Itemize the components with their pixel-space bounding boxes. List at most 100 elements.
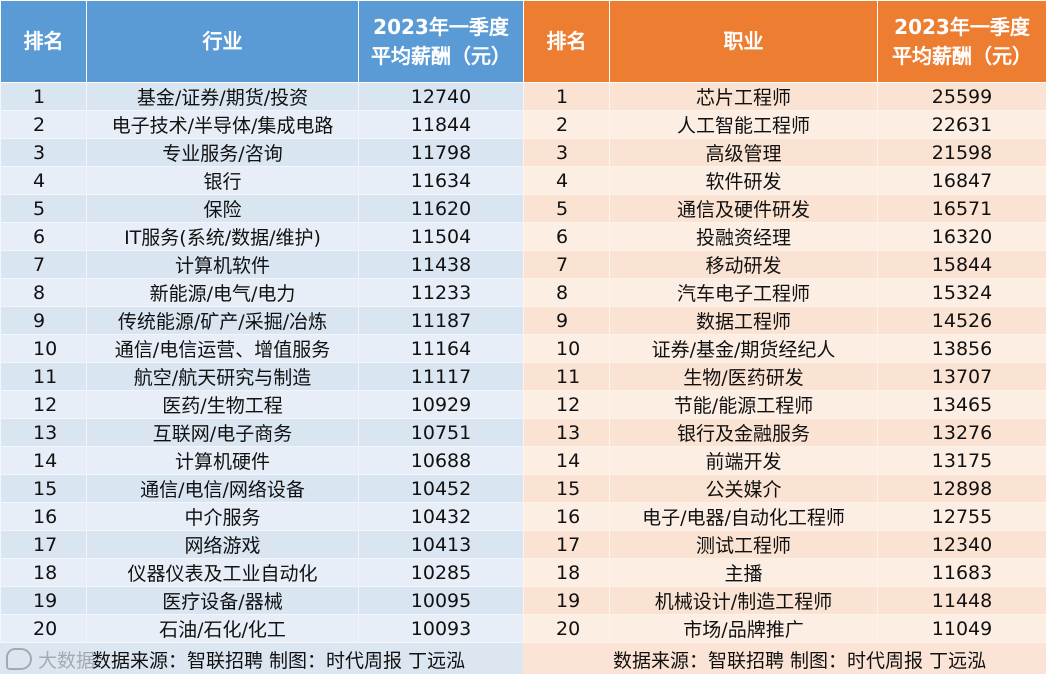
industry-cell-salary: 11634 xyxy=(358,166,524,195)
occupation-cell-name: 测试工程师 xyxy=(609,530,878,559)
occupation-cell-salary: 16320 xyxy=(877,222,1046,251)
industry-cell-salary: 11844 xyxy=(358,110,524,139)
industry-table-body: 1 基金/证券/期货/投资 12740 2 电子技术/半导体/集成电路 11844 3 专业服… xyxy=(0,82,524,643)
industry-cell-rank: 11 xyxy=(0,362,87,391)
industry-table-row: 3 专业服务/咨询 11798 xyxy=(0,138,524,167)
occupation-cell-salary: 13276 xyxy=(877,418,1046,447)
occupation-header-name: 职业 xyxy=(609,0,878,83)
industry-cell-name: 基金/证券/期货/投资 xyxy=(86,82,359,111)
industry-cell-name: 仪器仪表及工业自动化 xyxy=(86,558,359,587)
occupation-cell-name: 数据工程师 xyxy=(609,306,878,335)
occupation-table-row: 2 人工智能工程师 22631 xyxy=(523,110,1046,139)
occupation-cell-salary: 15844 xyxy=(877,250,1046,279)
industry-cell-rank: 14 xyxy=(0,446,87,475)
industry-table-row: 19 医疗设备/器械 10095 xyxy=(0,586,524,615)
occupation-cell-salary: 25599 xyxy=(877,82,1046,111)
industry-cell-salary: 11798 xyxy=(358,138,524,167)
industry-cell-salary: 10413 xyxy=(358,530,524,559)
industry-table-row: 20 石油/石化/化工 10093 xyxy=(0,614,524,643)
occupation-header-row: 排名 职业 2023年一季度 平均薪酬（元） xyxy=(523,0,1046,83)
industry-cell-salary: 10688 xyxy=(358,446,524,475)
occupation-cell-salary: 11683 xyxy=(877,558,1046,587)
occupation-header-salary: 2023年一季度 平均薪酬（元） xyxy=(877,0,1046,83)
industry-cell-name: 传统能源/矿产/采掘/冶炼 xyxy=(86,306,359,335)
occupation-table-row: 3 高级管理 21598 xyxy=(523,138,1046,167)
occupation-table-row: 17 测试工程师 12340 xyxy=(523,530,1046,559)
industry-cell-rank: 12 xyxy=(0,390,87,419)
industry-cell-salary: 11187 xyxy=(358,306,524,335)
industry-cell-name: 保险 xyxy=(86,194,359,223)
occupation-table-row: 4 软件研发 16847 xyxy=(523,166,1046,195)
occupation-cell-rank: 14 xyxy=(523,446,610,475)
industry-cell-salary: 11504 xyxy=(358,222,524,251)
occupation-cell-salary: 13175 xyxy=(877,446,1046,475)
industry-cell-rank: 13 xyxy=(0,418,87,447)
industry-cell-rank: 6 xyxy=(0,222,87,251)
industry-table-row: 11 航空/航天研究与制造 11117 xyxy=(0,362,524,391)
industry-table-row: 15 通信/电信/网络设备 10452 xyxy=(0,474,524,503)
industry-table-row: 7 计算机软件 11438 xyxy=(0,250,524,279)
industry-source-note: 数据来源：智联招聘 制图：时代周报 丁远泓 xyxy=(92,650,466,672)
occupation-table-row: 19 机械设计/制造工程师 11448 xyxy=(523,586,1046,615)
occupation-cell-name: 证券/基金/期货经纪人 xyxy=(609,334,878,363)
occupation-cell-salary: 12755 xyxy=(877,502,1046,531)
occupation-cell-name: 汽车电子工程师 xyxy=(609,278,878,307)
industry-table-row: 5 保险 11620 xyxy=(0,194,524,223)
industry-cell-rank: 16 xyxy=(0,502,87,531)
occupation-cell-name: 机械设计/制造工程师 xyxy=(609,586,878,615)
occupation-table-row: 10 证券/基金/期货经纪人 13856 xyxy=(523,334,1046,363)
occupation-cell-name: 软件研发 xyxy=(609,166,878,195)
industry-cell-salary: 10452 xyxy=(358,474,524,503)
industry-cell-salary: 11164 xyxy=(358,334,524,363)
industry-header-salary: 2023年一季度 平均薪酬（元） xyxy=(358,0,524,83)
industry-cell-name: 计算机软件 xyxy=(86,250,359,279)
occupation-cell-rank: 19 xyxy=(523,586,610,615)
industry-cell-name: 计算机硬件 xyxy=(86,446,359,475)
occupation-cell-name: 主播 xyxy=(609,558,878,587)
occupation-table-row: 16 电子/电器/自动化工程师 12755 xyxy=(523,502,1046,531)
occupation-cell-name: 前端开发 xyxy=(609,446,878,475)
occupation-cell-salary: 14526 xyxy=(877,306,1046,335)
industry-table-row: 18 仪器仪表及工业自动化 10285 xyxy=(0,558,524,587)
industry-table-row: 14 计算机硬件 10688 xyxy=(0,446,524,475)
industry-cell-name: 石油/石化/化工 xyxy=(86,614,359,643)
industry-table-row: 9 传统能源/矿产/采掘/冶炼 11187 xyxy=(0,306,524,335)
industry-header-name: 行业 xyxy=(86,0,359,83)
industry-cell-name: 通信/电信运营、增值服务 xyxy=(86,334,359,363)
industry-cell-salary: 10751 xyxy=(358,418,524,447)
occupation-cell-name: 生物/医药研发 xyxy=(609,362,878,391)
industry-cell-name: 通信/电信/网络设备 xyxy=(86,474,359,503)
industry-header-salary-line2: 平均薪酬（元） xyxy=(371,43,511,68)
industry-cell-rank: 7 xyxy=(0,250,87,279)
industry-cell-name: IT服务(系统/数据/维护) xyxy=(86,222,359,251)
occupation-cell-salary: 21598 xyxy=(877,138,1046,167)
industry-table-row: 2 电子技术/半导体/集成电路 11844 xyxy=(0,110,524,139)
occupation-cell-salary: 13856 xyxy=(877,334,1046,363)
occupation-cell-rank: 1 xyxy=(523,82,610,111)
occupation-cell-rank: 13 xyxy=(523,418,610,447)
industry-cell-salary: 11233 xyxy=(358,278,524,307)
industry-table-row: 8 新能源/电气/电力 11233 xyxy=(0,278,524,307)
occupation-cell-salary: 15324 xyxy=(877,278,1046,307)
occupation-table-row: 20 市场/品牌推广 11049 xyxy=(523,614,1046,643)
industry-cell-rank: 8 xyxy=(0,278,87,307)
industry-cell-name: 互联网/电子商务 xyxy=(86,418,359,447)
occupation-cell-salary: 11049 xyxy=(877,614,1046,643)
occupation-cell-salary: 16571 xyxy=(877,194,1046,223)
occupation-header-salary-line1: 2023年一季度 xyxy=(894,14,1030,39)
industry-cell-name: 医药/生物工程 xyxy=(86,390,359,419)
industry-cell-name: 银行 xyxy=(86,166,359,195)
industry-cell-salary: 10929 xyxy=(358,390,524,419)
industry-table-row: 12 医药/生物工程 10929 xyxy=(0,390,524,419)
occupation-table-row: 8 汽车电子工程师 15324 xyxy=(523,278,1046,307)
occupation-table-row: 6 投融资经理 16320 xyxy=(523,222,1046,251)
industry-cell-rank: 18 xyxy=(0,558,87,587)
occupation-table-row: 11 生物/医药研发 13707 xyxy=(523,362,1046,391)
occupation-cell-name: 投融资经理 xyxy=(609,222,878,251)
industry-header-row: 排名 行业 2023年一季度 平均薪酬（元） xyxy=(0,0,524,83)
industry-cell-rank: 20 xyxy=(0,614,87,643)
industry-cell-salary: 11438 xyxy=(358,250,524,279)
occupation-table-row: 13 银行及金融服务 13276 xyxy=(523,418,1046,447)
occupation-cell-rank: 17 xyxy=(523,530,610,559)
